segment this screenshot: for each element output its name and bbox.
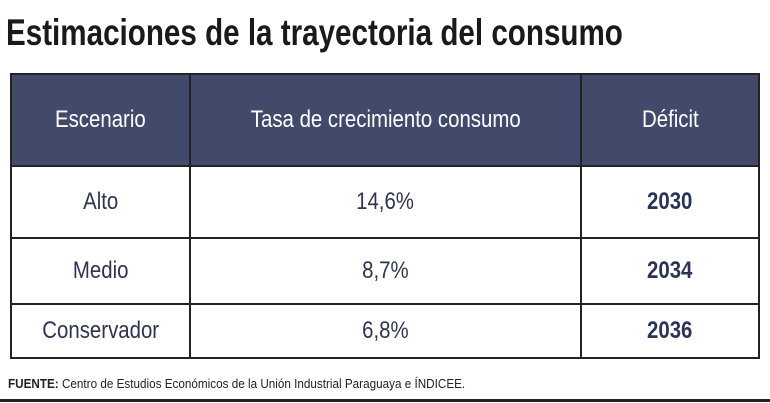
cell-text: Medio bbox=[72, 257, 129, 284]
cell: 2034 bbox=[579, 237, 761, 305]
cell-text: Alto bbox=[82, 188, 118, 215]
cell-text: 2030 bbox=[647, 188, 693, 215]
cell-text: 2034 bbox=[647, 257, 693, 284]
cell-text: 6,8% bbox=[362, 317, 409, 344]
cell: 2030 bbox=[579, 165, 761, 239]
cell-text: 2036 bbox=[647, 317, 693, 344]
bottom-rule bbox=[0, 399, 770, 402]
row: Alto 14,6% 2030 bbox=[10, 165, 761, 239]
header-text: Escenario bbox=[54, 106, 146, 133]
cell: 14,6% bbox=[188, 165, 582, 239]
cell: 8,7% bbox=[188, 237, 582, 305]
header-row: Escenario Tasa de crecimiento consumo Dé… bbox=[10, 73, 761, 167]
title: Estimaciones de la trayectoria del consu… bbox=[6, 12, 623, 53]
cell: 2036 bbox=[579, 303, 761, 359]
column-header: Tasa de crecimiento consumo bbox=[188, 73, 582, 167]
source-label: FUENTE: bbox=[8, 376, 59, 391]
header-text: Tasa de crecimiento consumo bbox=[250, 106, 521, 133]
row: Medio 8,7% 2034 bbox=[10, 237, 761, 305]
source-text: Centro de Estudios Económicos de la Unió… bbox=[61, 376, 466, 391]
cell-text: Conservador bbox=[41, 317, 159, 344]
cell: 6,8% bbox=[188, 303, 582, 359]
table: Escenario Tasa de crecimiento consumo Dé… bbox=[10, 73, 761, 359]
cell: Medio bbox=[10, 237, 191, 305]
cell-text: 8,7% bbox=[362, 257, 409, 284]
cell: Conservador bbox=[10, 303, 191, 359]
column-header: Déficit bbox=[579, 73, 761, 167]
cell: Alto bbox=[10, 165, 191, 239]
row: Conservador 6,8% 2036 bbox=[10, 303, 761, 359]
cell-text: 14,6% bbox=[356, 188, 415, 215]
source: FUENTE: Centro de Estudios Económicos de… bbox=[8, 376, 465, 391]
header-text: Déficit bbox=[641, 106, 699, 133]
column-header: Escenario bbox=[10, 73, 191, 167]
